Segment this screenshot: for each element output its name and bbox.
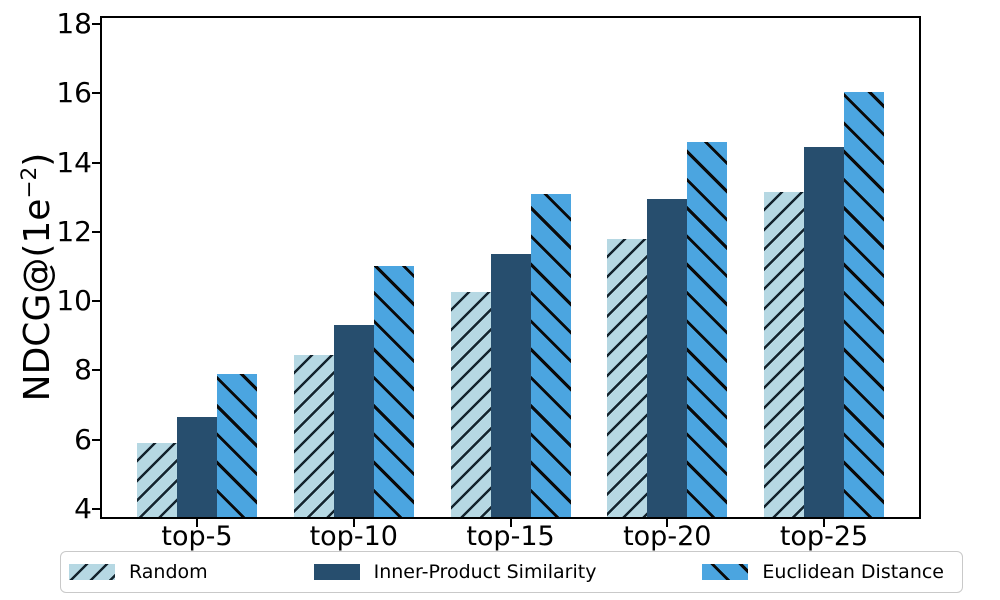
legend-item-inner-product-similarity: Inner-Product Similarity — [313, 561, 597, 583]
bar-inner-product-similarity-top-5 — [177, 417, 217, 517]
y-tick-mark — [92, 507, 100, 510]
bar-inner-product-similarity-top-10 — [333, 325, 374, 517]
legend: Random Inner-Product Similarity Euclidean … — [60, 551, 963, 593]
y-tick-label-8: 8 — [74, 353, 92, 387]
y-tick-mark — [92, 92, 100, 95]
bar-euclidean-distance-top-10 — [373, 266, 414, 517]
bar-inner-product-similarity-top-20 — [647, 198, 688, 517]
x-tick-mark — [666, 519, 669, 527]
bar-euclidean-distance-top-20 — [687, 141, 728, 517]
y-tick-mark — [92, 230, 100, 233]
legend-swatch-euclidean-distance — [702, 564, 749, 580]
bar-random-top-15 — [450, 292, 491, 517]
x-tick-mark — [509, 519, 512, 527]
y-tick-mark — [92, 300, 100, 303]
y-tick-mark — [92, 438, 100, 441]
legend-label: Random — [129, 561, 208, 583]
legend-label: Euclidean Distance — [762, 561, 944, 583]
y-tick-label-16: 16 — [56, 76, 92, 110]
y-tick-mark — [92, 161, 100, 164]
legend-item-euclidean-distance: Euclidean Distance — [702, 561, 944, 583]
y-tick-label-4: 4 — [74, 491, 92, 525]
y-tick-mark — [92, 22, 100, 25]
y-tick-label-12: 12 — [56, 214, 92, 248]
legend-swatch-inner-product-similarity — [313, 564, 360, 580]
bar-euclidean-distance-top-15 — [530, 193, 571, 517]
y-tick-label-10: 10 — [56, 284, 92, 318]
y-tick-label-18: 18 — [56, 6, 92, 40]
bar-euclidean-distance-top-5 — [217, 373, 257, 517]
y-tick-label-6: 6 — [74, 422, 92, 456]
bar-random-top-5 — [137, 443, 177, 517]
legend-label: Inner-Product Similarity — [373, 561, 597, 583]
legend-swatch-random — [69, 564, 115, 580]
plot-area — [100, 16, 921, 519]
bar-inner-product-similarity-top-15 — [490, 254, 531, 517]
bar-euclidean-distance-top-25 — [844, 91, 884, 517]
y-tick-mark — [92, 369, 100, 372]
x-tick-mark — [823, 519, 825, 527]
bar-random-top-25 — [764, 192, 804, 517]
x-tick-mark — [352, 519, 355, 527]
legend-item-random: Random — [69, 561, 208, 583]
x-tick-mark — [196, 519, 198, 527]
bar-random-top-20 — [607, 238, 648, 517]
bar-random-top-10 — [293, 354, 334, 517]
bar-inner-product-similarity-top-25 — [804, 146, 844, 517]
y-tick-label-14: 14 — [56, 145, 92, 179]
